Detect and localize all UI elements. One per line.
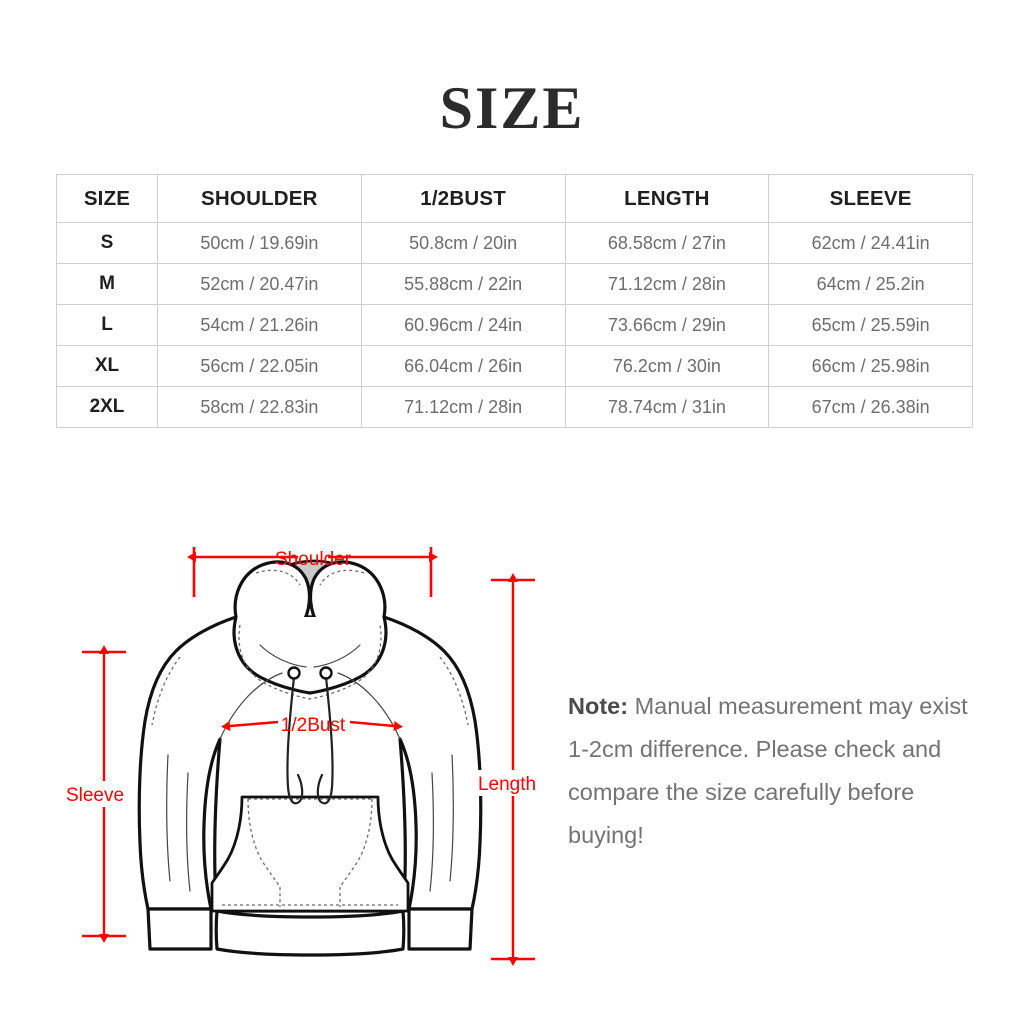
eyelet-right bbox=[319, 666, 333, 680]
cell-half-bust: 50.8cm / 20in bbox=[360, 222, 566, 264]
hoodie-garment-icon bbox=[137, 559, 483, 957]
column-header-half-bust: 1/2BUST bbox=[360, 174, 566, 223]
sleeve-fold-right-2 bbox=[429, 772, 434, 892]
cell-half-bust: 71.12cm / 28in bbox=[360, 386, 566, 428]
cell-sleeve: 62cm / 24.41in bbox=[768, 222, 973, 264]
cell-sleeve: 65cm / 25.59in bbox=[768, 304, 973, 346]
column-header-sleeve: SLEEVE bbox=[768, 174, 973, 223]
table-header-row: SIZE SHOULDER 1/2BUST LENGTH SLEEVE bbox=[56, 174, 973, 223]
cell-size: XL bbox=[56, 345, 158, 387]
note-text: Manual measurement may exist 1-2cm diffe… bbox=[568, 693, 968, 848]
cell-shoulder: 58cm / 22.83in bbox=[157, 386, 362, 428]
cell-length: 68.58cm / 27in bbox=[564, 222, 770, 264]
cuff-left bbox=[146, 907, 213, 951]
table-row: M 52cm / 20.47in 55.88cm / 22in 71.12cm … bbox=[56, 263, 973, 305]
column-header-size: SIZE bbox=[56, 174, 158, 223]
cell-length: 73.66cm / 29in bbox=[564, 304, 770, 346]
hoodie-illustration: Shoulder 1/2Bust Sleeve bbox=[64, 547, 542, 966]
table-row: S 50cm / 19.69in 50.8cm / 20in 68.58cm /… bbox=[56, 222, 973, 264]
page-title: SIZE bbox=[439, 75, 585, 141]
cell-length: 78.74cm / 31in bbox=[564, 386, 770, 428]
cell-length: 71.12cm / 28in bbox=[564, 263, 770, 305]
hood-crease-left bbox=[259, 644, 307, 668]
cell-length: 76.2cm / 30in bbox=[564, 345, 770, 387]
cell-shoulder: 50cm / 19.69in bbox=[157, 222, 362, 264]
cell-size: M bbox=[56, 263, 158, 305]
note-label: Note: bbox=[568, 693, 629, 719]
half-bust-arrow-right bbox=[349, 720, 403, 731]
hood-crease-right bbox=[313, 644, 361, 668]
length-measurement: Length bbox=[472, 573, 542, 966]
table-row: L 54cm / 21.26in 60.96cm / 24in 73.66cm … bbox=[56, 304, 973, 346]
measurement-note: Note: Manual measurement may exist 1-2cm… bbox=[568, 685, 968, 857]
cell-size: 2XL bbox=[56, 386, 158, 428]
half-bust-arrow-left bbox=[221, 720, 279, 731]
column-header-shoulder: SHOULDER bbox=[157, 174, 362, 223]
table-row: XL 56cm / 22.05in 66.04cm / 26in 76.2cm … bbox=[56, 345, 973, 387]
eyelet-left bbox=[287, 666, 301, 680]
length-label: Length bbox=[478, 774, 536, 795]
sleeve-fold-right-1 bbox=[449, 754, 454, 882]
cell-shoulder: 52cm / 20.47in bbox=[157, 263, 362, 305]
cell-size: L bbox=[56, 304, 158, 346]
cell-sleeve: 64cm / 25.2in bbox=[768, 263, 973, 305]
cell-shoulder: 54cm / 21.26in bbox=[157, 304, 362, 346]
half-bust-measurement: 1/2Bust bbox=[221, 715, 403, 736]
length-label-bg bbox=[472, 770, 542, 796]
measurement-diagram: Shoulder 1/2Bust Sleeve bbox=[0, 500, 1024, 1024]
shoulder-label: Shoulder bbox=[275, 549, 352, 570]
size-table: SIZE SHOULDER 1/2BUST LENGTH SLEEVE S 50… bbox=[56, 174, 973, 428]
table-row: 2XL 58cm / 22.83in 71.12cm / 28in 78.74c… bbox=[56, 386, 973, 428]
kangaroo-pocket bbox=[210, 795, 410, 913]
cell-half-bust: 60.96cm / 24in bbox=[360, 304, 566, 346]
half-bust-label: 1/2Bust bbox=[281, 715, 346, 736]
hem-rib bbox=[214, 909, 406, 957]
cell-sleeve: 66cm / 25.98in bbox=[768, 345, 973, 387]
cell-half-bust: 66.04cm / 26in bbox=[360, 345, 566, 387]
cell-size: S bbox=[56, 222, 158, 264]
sleeve-fold-left-1 bbox=[166, 754, 171, 882]
shoulder-measurement: Shoulder bbox=[187, 547, 438, 597]
cell-shoulder: 56cm / 22.05in bbox=[157, 345, 362, 387]
cuff-right bbox=[407, 907, 474, 951]
sleeve-label: Sleeve bbox=[66, 785, 124, 806]
hood-neck-roll bbox=[232, 615, 388, 695]
sleeve-label-bg bbox=[64, 781, 126, 807]
sleeve-measurement: Sleeve bbox=[64, 645, 126, 943]
cell-half-bust: 55.88cm / 22in bbox=[360, 263, 566, 305]
column-header-length: LENGTH bbox=[564, 174, 770, 223]
sleeve-fold-left-2 bbox=[186, 772, 191, 892]
cell-sleeve: 67cm / 26.38in bbox=[768, 386, 973, 428]
topstitch-lines bbox=[151, 569, 469, 907]
hood-drawstring bbox=[286, 675, 334, 805]
